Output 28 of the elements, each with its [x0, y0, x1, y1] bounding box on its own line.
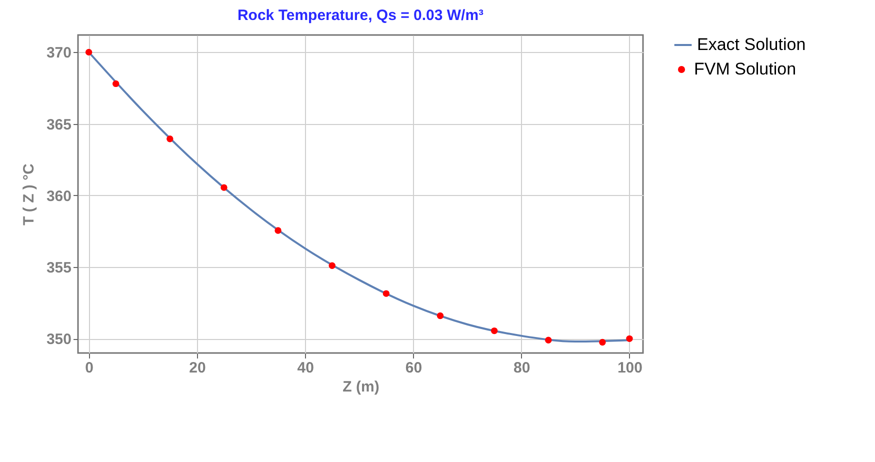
point [490, 327, 498, 334]
x-axis-title: Z (m) [342, 378, 380, 396]
point [545, 336, 552, 344]
y-tick-label: 355 [46, 260, 72, 277]
legend-label: Exact Solution [697, 35, 806, 54]
point [328, 262, 336, 269]
point [626, 335, 633, 342]
y-tick-label: 365 [46, 116, 72, 134]
y-tick-label: 350 [46, 331, 72, 348]
y-tick-label: 360 [46, 188, 72, 205]
point [599, 338, 606, 346]
x-tick-label: 60 [405, 360, 422, 376]
point [382, 290, 390, 297]
point [274, 227, 282, 234]
x-tick-label: 40 [297, 360, 314, 376]
chart-title: Rock Temperature, Qs = 0.03 W/m³ [237, 7, 484, 24]
y-tick-label: 370 [46, 44, 72, 62]
x-tick-label: 100 [617, 360, 642, 376]
y-axis-title: T ( Z ) °C [20, 163, 38, 226]
point [85, 48, 92, 56]
legend-label: FVM Solution [694, 60, 796, 78]
x-tick-label: 20 [189, 360, 206, 376]
point [436, 312, 444, 320]
point [112, 80, 120, 88]
point [166, 136, 174, 142]
point [220, 184, 228, 191]
x-tick-label: 0 [85, 360, 94, 376]
x-tick-label: 80 [514, 360, 530, 376]
